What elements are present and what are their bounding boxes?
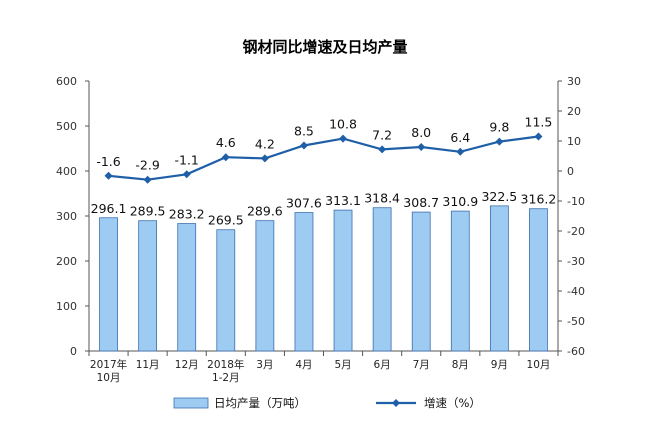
line-point	[260, 154, 269, 163]
bar	[529, 208, 548, 352]
line-point	[143, 175, 152, 184]
line-value-label: -1.1	[175, 152, 199, 167]
line-point	[456, 147, 465, 156]
bar-value-label: 269.5	[208, 213, 244, 228]
legend-bar-label: 日均产量（万吨）	[214, 396, 306, 410]
y-left-tick-label: 500	[56, 120, 77, 133]
y-right-tick-label: 10	[567, 135, 581, 148]
line-point	[339, 134, 348, 143]
x-tick-label: 9月	[491, 359, 508, 371]
bar-value-label: 316.2	[521, 192, 557, 207]
x-tick-label: 8月	[452, 359, 469, 371]
chart-title: 钢材同比增速及日均产量	[242, 38, 407, 56]
line-value-label: 7.2	[372, 127, 392, 142]
legend-bar-swatch	[173, 397, 209, 409]
y-right-tick-label: -40	[567, 285, 585, 298]
y-left-tick-label: 300	[56, 210, 77, 223]
x-tick-label: 10月	[527, 359, 551, 371]
bar-value-label: 308.7	[403, 195, 439, 210]
x-tick-label: 6月	[374, 359, 391, 371]
y-right-tick-label: -50	[567, 315, 585, 328]
y-left-tick-label: 0	[70, 345, 77, 358]
bar-value-label: 289.5	[130, 204, 166, 219]
y-right-tick-label: 0	[567, 165, 574, 178]
bar	[372, 207, 392, 352]
bar-value-label: 289.6	[247, 204, 283, 219]
bar	[255, 220, 275, 352]
axes: 0 100 200 300 400 500 600 -60 -50 -40 -30 -20 -10 0 10…	[56, 75, 585, 384]
y-right-tick-label: -60	[567, 345, 585, 358]
x-tick-label: 4月	[295, 359, 312, 371]
line-point	[182, 170, 191, 179]
line-value-label: 6.4	[450, 130, 470, 145]
bar	[177, 223, 197, 352]
bar	[411, 211, 431, 352]
line-point	[495, 137, 504, 146]
x-tick-label: 5月	[334, 359, 351, 371]
y-right-tick-label: 30	[567, 75, 581, 88]
y-left-tick-label: 100	[56, 300, 77, 313]
x-tick-label: 3月	[256, 359, 273, 371]
line-value-label: 11.5	[525, 115, 553, 130]
bar-value-label: 283.2	[169, 207, 205, 222]
bar	[489, 205, 509, 352]
line-series	[104, 132, 543, 184]
bar	[294, 212, 314, 352]
line-point	[221, 153, 230, 162]
line-point	[378, 145, 387, 154]
line-value-label: -2.9	[135, 158, 159, 173]
y-right-tick-label: -10	[567, 195, 585, 208]
bar-value-label: 322.5	[481, 189, 517, 204]
x-tick-label: 7月	[413, 359, 430, 371]
line-point	[534, 132, 543, 141]
line-value-label: 8.0	[411, 125, 431, 140]
y-left-tick-label: 400	[56, 165, 77, 178]
legend-line-label: 增速（%）	[424, 396, 481, 410]
legend-line-marker	[392, 399, 400, 407]
y-right-tick-label: -20	[567, 225, 585, 238]
line-value-label: 8.5	[294, 124, 314, 139]
line-point	[104, 171, 113, 180]
bar-value-label: 318.4	[364, 191, 400, 206]
x-tick-label: 2017年 10月	[90, 358, 127, 384]
line-value-label: -1.6	[96, 154, 120, 169]
x-tick-label: 11月	[136, 359, 160, 371]
line-value-label: 4.2	[255, 136, 275, 151]
bar	[99, 217, 118, 352]
line-point	[299, 141, 308, 150]
bar-value-label: 310.9	[442, 194, 478, 209]
bar	[333, 209, 353, 352]
line-value-label: 10.8	[329, 117, 357, 132]
growth-line	[108, 135, 539, 181]
bar-value-label: 296.1	[91, 201, 127, 216]
bar-series	[99, 205, 548, 352]
bar	[138, 220, 158, 352]
y-left-tick-label: 200	[56, 255, 77, 268]
legend: 日均产量（万吨） 增速（%）	[173, 396, 481, 410]
bar	[450, 210, 470, 352]
bar-value-label: 307.6	[286, 196, 322, 211]
bar-value-label: 313.1	[325, 193, 361, 208]
line-value-label: 9.8	[489, 120, 509, 135]
y-right-tick-label: 20	[567, 105, 581, 118]
y-right-tick-label: -30	[567, 255, 585, 268]
bar	[216, 229, 236, 352]
line-value-label: 4.6	[216, 135, 236, 150]
x-tick-label: 12月	[175, 359, 199, 371]
y-left-tick-label: 600	[56, 75, 77, 88]
line-point	[417, 143, 426, 151]
x-tick-label: 2018年 1-2月	[207, 358, 244, 384]
